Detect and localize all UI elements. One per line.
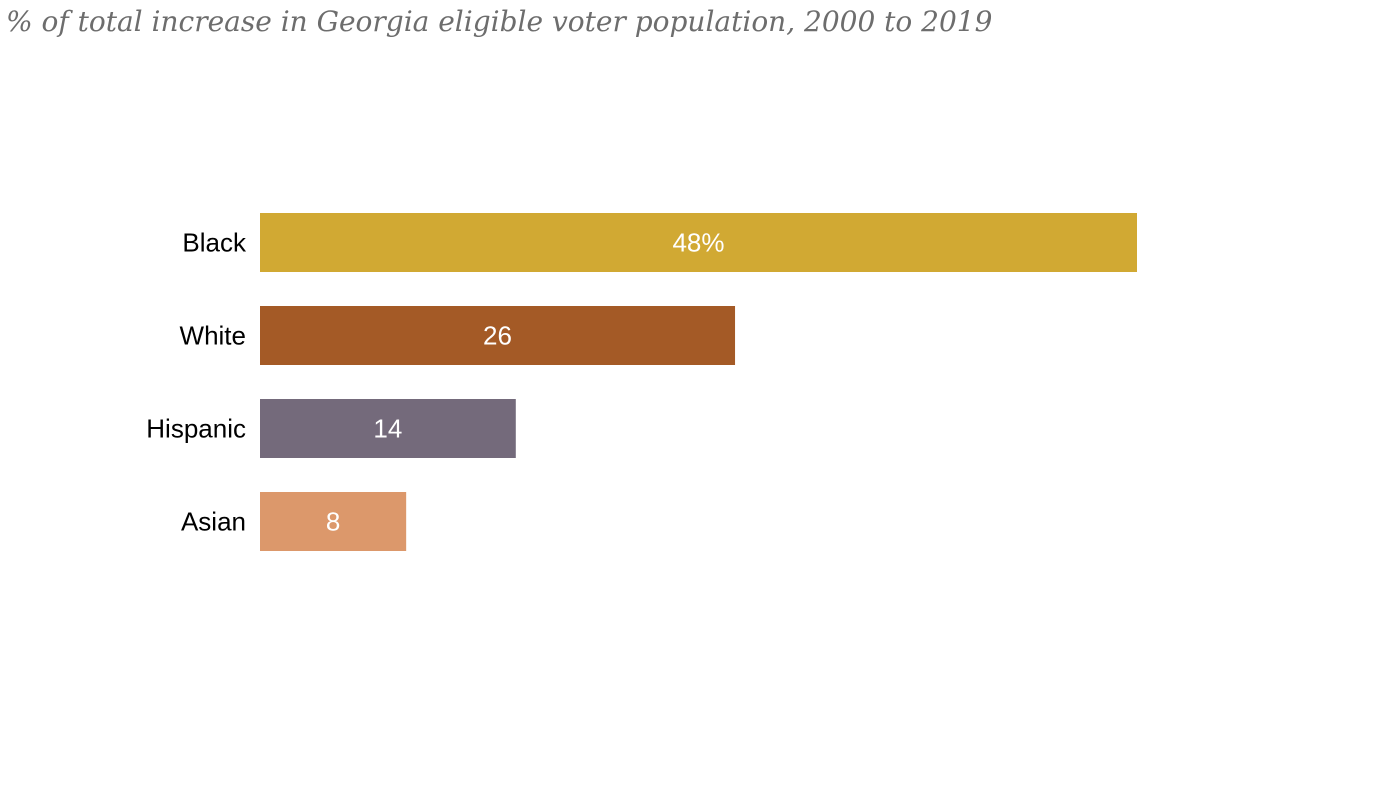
category-label-black: Black <box>182 228 247 258</box>
value-label-asian: 8 <box>326 507 340 537</box>
category-label-hispanic: Hispanic <box>146 414 246 444</box>
value-label-black: 48% <box>672 228 724 258</box>
category-label-asian: Asian <box>181 507 246 537</box>
value-label-white: 26 <box>483 321 512 351</box>
bar-hispanic <box>260 399 516 458</box>
bars-group: Black 48% White 26 Hispanic 14 Asian 8 <box>146 213 1137 551</box>
bar-asian <box>260 492 407 551</box>
chart-title: % of total increase in Georgia eligible … <box>6 5 993 38</box>
bar-white <box>260 306 736 365</box>
value-label-hispanic: 14 <box>373 414 402 444</box>
bar-black <box>260 213 1137 272</box>
category-label-white: White <box>180 321 246 351</box>
